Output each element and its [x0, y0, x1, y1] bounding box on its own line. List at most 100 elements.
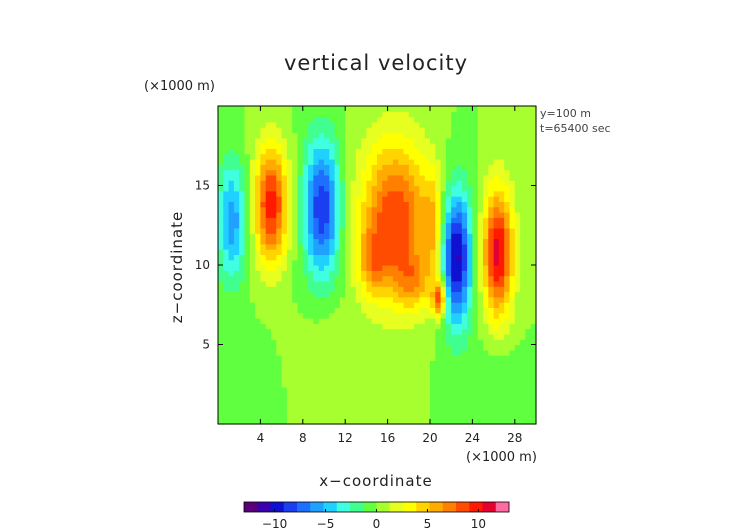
heatmap-cell: [504, 418, 511, 425]
heatmap-cell: [514, 111, 521, 118]
heatmap-cell: [313, 392, 320, 399]
heatmap-cell: [525, 360, 532, 367]
heatmap-cell: [472, 386, 479, 393]
heatmap-cell: [334, 227, 341, 234]
heatmap-cell: [313, 312, 320, 319]
heatmap-cell: [318, 201, 325, 208]
heatmap-cell: [419, 196, 426, 202]
heatmap-cell: [398, 408, 405, 414]
heatmap-cell: [260, 397, 267, 404]
heatmap-cell: [472, 365, 479, 372]
heatmap-cell: [228, 243, 235, 250]
heatmap-cell: [403, 360, 410, 367]
heatmap-cell: [424, 243, 431, 250]
heatmap-cell: [392, 196, 399, 202]
heatmap-cell: [472, 376, 479, 383]
heatmap-cell: [493, 318, 500, 324]
heatmap-cell: [329, 296, 336, 303]
heatmap-cell: [414, 174, 420, 181]
heatmap-cell: [218, 243, 224, 250]
heatmap-cell: [218, 365, 224, 372]
heatmap-cell: [286, 111, 293, 118]
heatmap-cell: [255, 302, 261, 308]
heatmap-cell: [520, 275, 526, 282]
heatmap-cell: [477, 185, 484, 192]
heatmap-cell: [239, 392, 246, 399]
heatmap-cell: [445, 418, 452, 425]
heatmap-cell: [419, 212, 426, 218]
heatmap-cell: [403, 371, 410, 377]
heatmap-cell: [461, 259, 468, 266]
heatmap-cell: [403, 196, 410, 202]
heatmap-cell: [430, 318, 436, 324]
heatmap-cell: [493, 148, 500, 155]
heatmap-cell: [361, 413, 367, 420]
heatmap-cell: [408, 259, 415, 266]
heatmap-cell: [461, 286, 468, 293]
heatmap-cell: [467, 233, 473, 240]
heatmap-cell: [377, 121, 383, 128]
heatmap-cell: [244, 286, 251, 293]
heatmap-cell: [350, 233, 357, 240]
heatmap-cell: [435, 339, 442, 346]
heatmap-cell: [302, 254, 309, 261]
heatmap-cell: [286, 275, 293, 282]
heatmap-cell: [313, 365, 320, 372]
heatmap-cell: [520, 227, 526, 234]
heatmap-cell: [255, 318, 261, 324]
heatmap-cell: [530, 121, 537, 128]
heatmap-cell: [223, 222, 230, 229]
heatmap-cell: [350, 127, 357, 134]
heatmap-cell: [271, 249, 277, 255]
heatmap-cell: [445, 376, 452, 383]
heatmap-cell: [308, 148, 314, 155]
heatmap-cell: [488, 408, 495, 414]
heatmap-cell: [435, 153, 442, 160]
heatmap-cell: [302, 259, 309, 266]
heatmap-cell: [223, 344, 230, 351]
heatmap-cell: [339, 275, 346, 282]
heatmap-cell: [504, 302, 511, 308]
heatmap-cell: [329, 148, 336, 155]
heatmap-cell: [233, 291, 240, 298]
heatmap-cell: [366, 137, 373, 144]
heatmap-cell: [445, 174, 452, 181]
heatmap-cell: [313, 206, 320, 213]
heatmap-cell: [239, 408, 246, 414]
heatmap-cell: [419, 333, 426, 340]
heatmap-cell: [334, 212, 341, 218]
heatmap-cell: [249, 307, 256, 314]
heatmap-cell: [461, 291, 468, 298]
heatmap-cell: [520, 217, 526, 224]
heatmap-cell: [456, 291, 463, 298]
heatmap-cell: [324, 270, 330, 277]
heatmap-cell: [398, 275, 405, 282]
heatmap-cell: [514, 169, 521, 176]
heatmap-cell: [292, 318, 299, 324]
heatmap-cell: [392, 371, 399, 377]
heatmap-cell: [430, 339, 436, 346]
heatmap-cell: [255, 323, 261, 330]
heatmap-cell: [430, 360, 436, 367]
heatmap-cell: [329, 185, 336, 192]
heatmap-cell: [271, 201, 277, 208]
heatmap-cell: [530, 381, 537, 388]
heatmap-cell: [281, 296, 288, 303]
heatmap-cell: [339, 365, 346, 372]
heatmap-cell: [477, 376, 484, 383]
heatmap-cell: [504, 159, 511, 165]
heatmap-cell: [498, 333, 505, 340]
heatmap-cell: [387, 116, 394, 123]
heatmap-cell: [308, 169, 314, 176]
heatmap-cell: [509, 392, 516, 399]
heatmap-cell: [260, 376, 267, 383]
heatmap-cell: [233, 143, 240, 149]
heatmap-cell: [313, 307, 320, 314]
heatmap-cell: [525, 413, 532, 420]
heatmap-cell: [355, 371, 362, 377]
heatmap-cell: [371, 254, 378, 261]
heatmap-cell: [398, 360, 405, 367]
heatmap-cell: [445, 365, 452, 372]
heatmap-cell: [271, 323, 277, 330]
heatmap-cell: [334, 265, 341, 271]
